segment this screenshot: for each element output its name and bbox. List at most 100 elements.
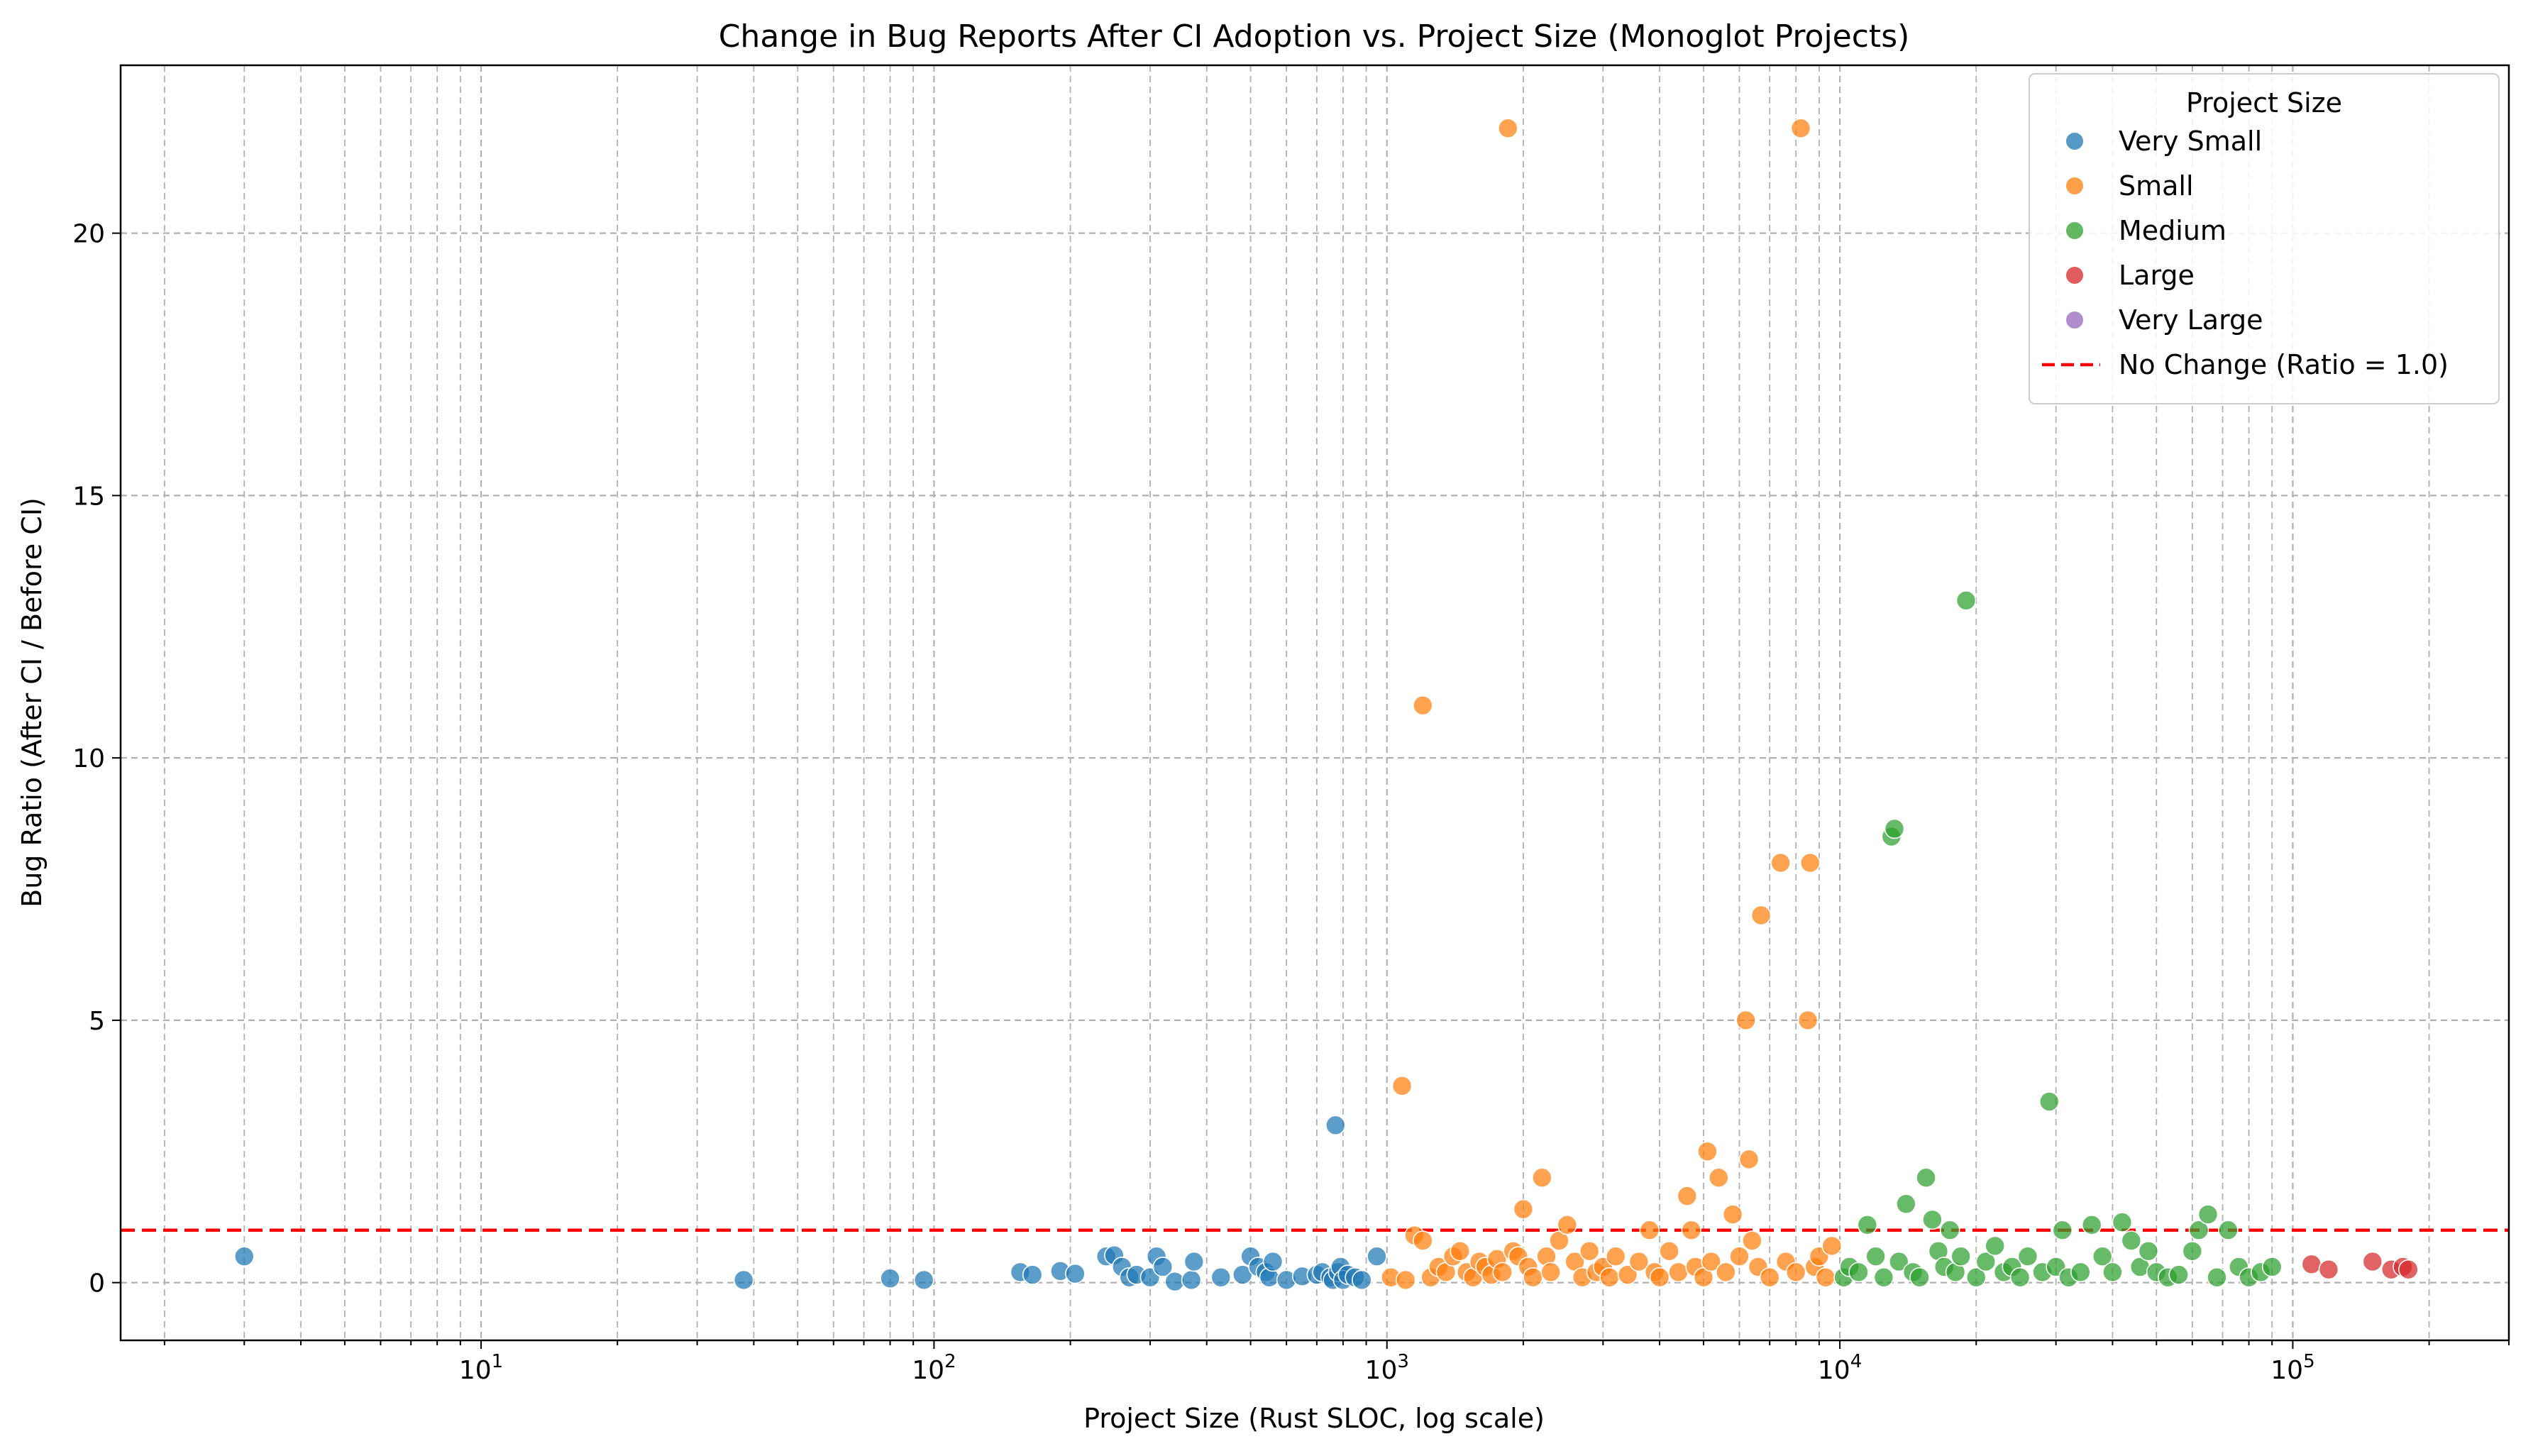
x-tick-label: 102 — [912, 1351, 956, 1385]
legend-title: Project Size — [2186, 87, 2342, 118]
data-point — [733, 1269, 754, 1291]
data-point — [2138, 1240, 2159, 1262]
data-point — [2318, 1259, 2339, 1280]
data-point — [1865, 1246, 1886, 1267]
data-point — [1939, 1220, 1960, 1241]
data-point — [1540, 1262, 1561, 1283]
x-tick-exponent: 4 — [1850, 1351, 1862, 1372]
data-point — [1922, 1209, 1943, 1230]
data-point — [1262, 1251, 1284, 1272]
data-point — [2218, 1220, 2239, 1241]
data-point — [1799, 852, 1821, 873]
x-axis-ticks: 101 102 103 104 105 — [163, 1340, 2510, 1385]
legend-marker — [2066, 177, 2083, 194]
data-point — [1916, 1167, 1936, 1188]
data-point — [1497, 118, 1518, 139]
series-medium — [1833, 590, 2283, 1288]
data-point — [1729, 1246, 1750, 1267]
x-tick-label: 105 — [2270, 1351, 2314, 1385]
data-point — [913, 1269, 934, 1291]
x-tick-base: 10 — [2270, 1356, 2303, 1385]
x-tick-base: 10 — [1365, 1356, 1398, 1385]
data-point — [1873, 1267, 1894, 1288]
data-point — [1701, 1251, 1722, 1272]
x-tick-label: 101 — [459, 1351, 503, 1385]
data-point — [233, 1246, 255, 1267]
data-point — [2197, 1204, 2219, 1225]
data-point — [1628, 1251, 1650, 1272]
data-point — [1605, 1246, 1626, 1267]
data-point — [1450, 1240, 1471, 1262]
data-point — [1599, 1267, 1620, 1288]
data-point — [2112, 1212, 2133, 1232]
data-point — [1909, 1267, 1930, 1288]
legend-label: Very Small — [2119, 126, 2262, 157]
data-point — [2301, 1254, 2322, 1275]
data-point — [1821, 1235, 1843, 1257]
legend-label: Small — [2119, 170, 2194, 202]
series-large — [2301, 1251, 2419, 1280]
data-point — [2017, 1246, 2038, 1267]
x-axis-label: Project Size (Rust SLOC, log scale) — [1083, 1403, 1545, 1434]
data-point — [2398, 1259, 2419, 1280]
data-point — [1975, 1251, 1997, 1272]
data-point — [1532, 1167, 1552, 1188]
data-point — [1965, 1267, 1987, 1288]
data-point — [1735, 1010, 1756, 1031]
data-point — [2182, 1240, 2203, 1262]
data-point — [2052, 1220, 2073, 1241]
data-point — [1523, 1267, 1543, 1288]
plot-area-frame — [119, 64, 2510, 1342]
data-point — [1681, 1220, 1702, 1241]
data-point — [1742, 1230, 1762, 1251]
data-point — [1181, 1269, 1202, 1291]
data-point — [2070, 1262, 2091, 1283]
data-point — [1639, 1220, 1660, 1241]
legend-label: Large — [2119, 260, 2195, 291]
y-tick-label: 10 — [72, 744, 105, 773]
data-point — [1955, 590, 1977, 611]
legend-marker — [2066, 133, 2083, 150]
data-point — [2092, 1246, 2113, 1267]
data-point — [1896, 1193, 1916, 1215]
x-tick-exponent: 2 — [944, 1351, 956, 1372]
data-point — [1697, 1141, 1718, 1162]
data-point — [1668, 1262, 1689, 1283]
data-point — [2038, 1091, 2060, 1112]
legend-label-reference: No Change (Ratio = 1.0) — [2119, 349, 2449, 380]
data-point — [2207, 1267, 2227, 1288]
series-very-small — [233, 1115, 1387, 1292]
legend-box — [2029, 73, 2500, 404]
data-point — [1513, 1198, 1534, 1220]
y-tick-label: 20 — [72, 220, 105, 249]
data-point — [1649, 1267, 1670, 1288]
data-point — [1716, 1262, 1736, 1283]
legend-marker — [2066, 311, 2083, 329]
data-point — [1659, 1240, 1679, 1262]
x-tick-exponent: 1 — [492, 1351, 504, 1372]
data-point — [1183, 1251, 1205, 1272]
data-point — [1395, 1269, 1416, 1291]
data-point — [2168, 1264, 2189, 1285]
x-tick-base: 10 — [912, 1356, 944, 1385]
legend-marker — [2066, 222, 2083, 239]
data-point — [880, 1268, 900, 1289]
data-point — [1848, 1262, 1869, 1283]
legend-marker — [2066, 267, 2083, 284]
data-point — [1750, 905, 1772, 926]
data-point — [1950, 1246, 1971, 1267]
data-point — [1815, 1267, 1836, 1288]
data-point — [1152, 1257, 1174, 1277]
x-tick-base: 10 — [459, 1356, 492, 1385]
data-point — [1022, 1264, 1043, 1285]
data-point — [1351, 1269, 1372, 1291]
x-tick-label: 104 — [1818, 1351, 1862, 1385]
data-point — [1884, 818, 1905, 839]
grid-lines — [121, 65, 2510, 1340]
data-point — [1367, 1246, 1387, 1267]
data-point — [2009, 1267, 2031, 1288]
data-point — [1492, 1262, 1513, 1283]
x-tick-base: 10 — [1818, 1356, 1850, 1385]
legend: Project Size Very SmallSmallMediumLargeV… — [2029, 73, 2500, 404]
